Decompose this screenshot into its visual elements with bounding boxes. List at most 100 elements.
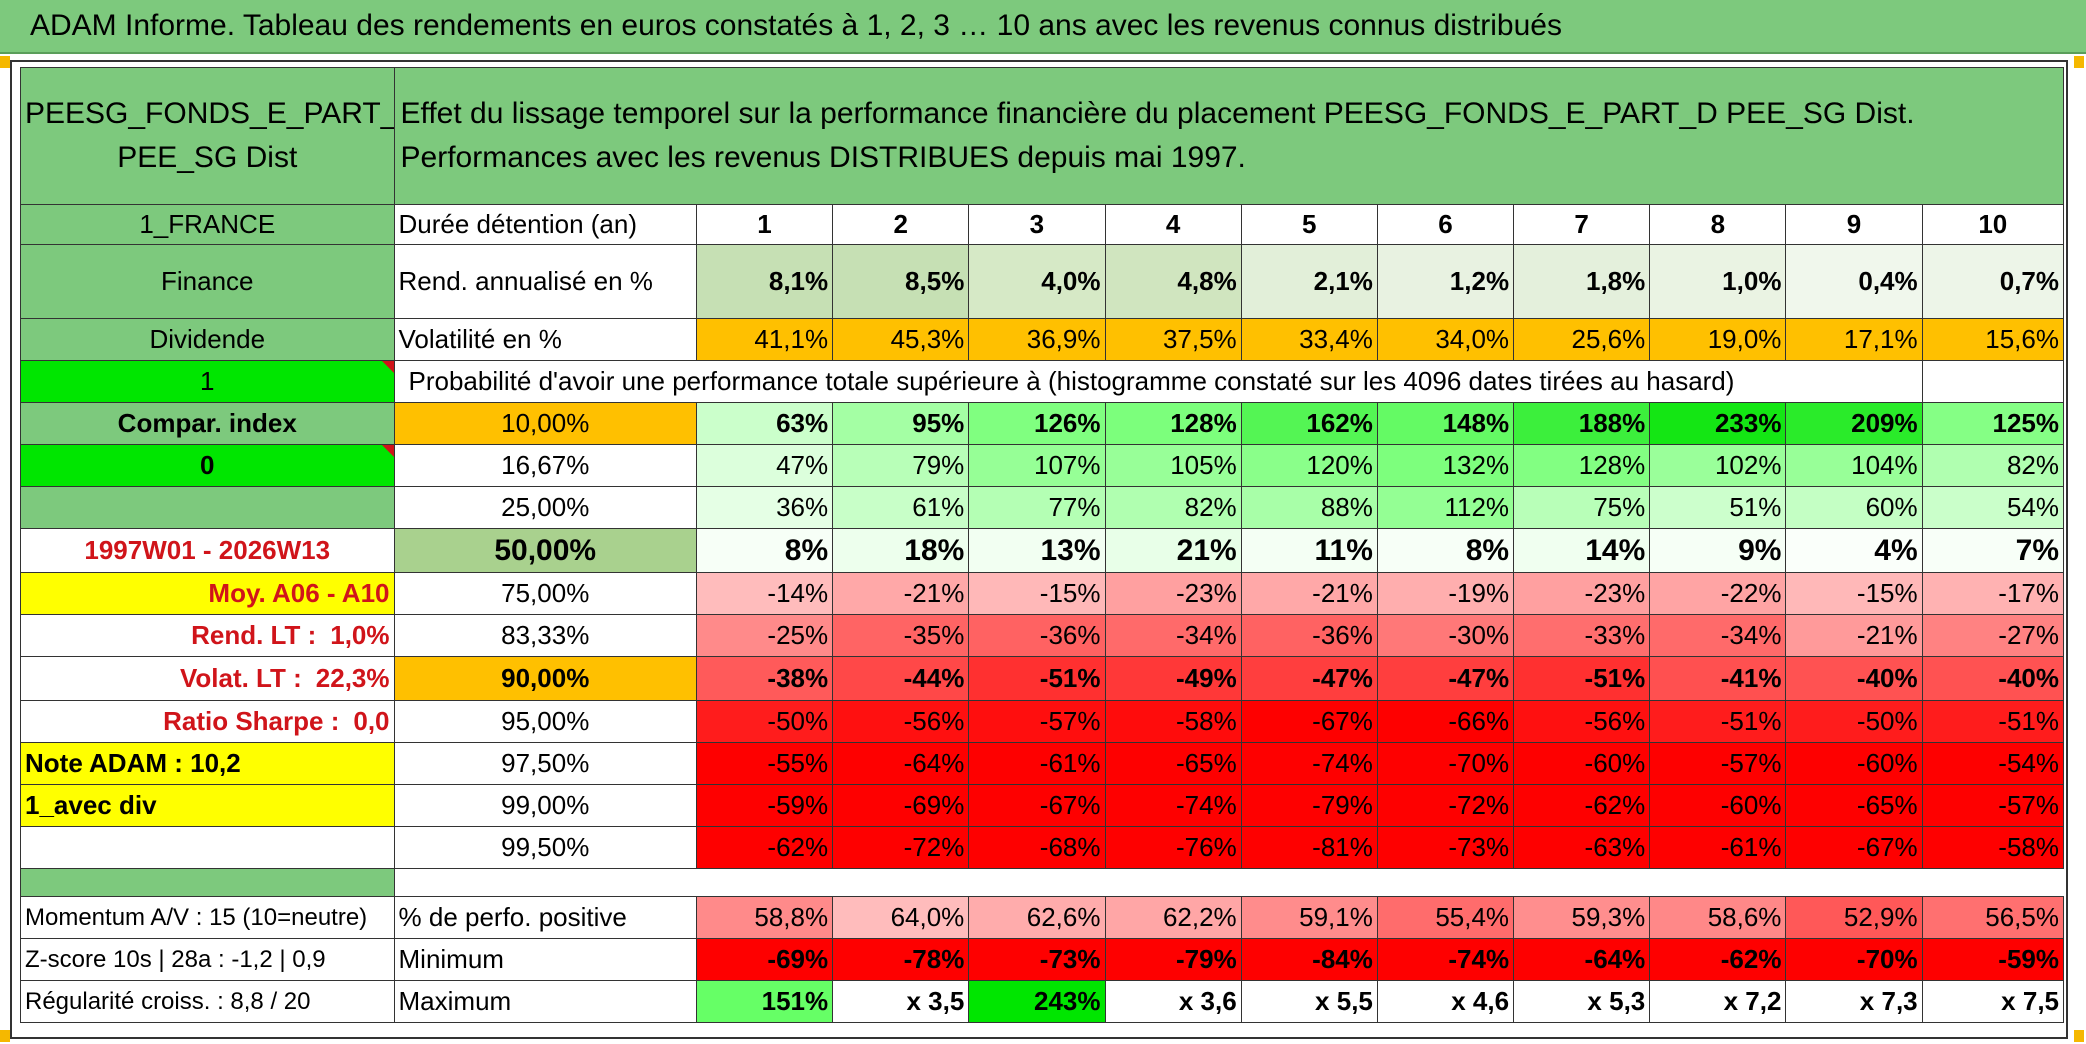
percentile-value: -67% [968,784,1106,827]
percentile-value: -57% [1921,784,2065,827]
income-type-cell: Dividende [20,318,395,361]
percentile-value: 125% [1921,402,2065,445]
moy-cell: Moy. A06 - A10 [20,572,395,615]
percentile-value: -41% [1649,656,1787,701]
minimum-value: -74% [1376,938,1515,981]
percentile-value: -44% [832,656,970,701]
percentile-value: -69% [832,784,970,827]
percentile-value: 8% [1376,528,1515,573]
maximum-value: x 7,2 [1649,980,1787,1023]
blank-cell [20,826,395,869]
year-header: 5 [1240,204,1378,245]
percentile-value: 61% [832,486,970,529]
volat-value: 45,3% [832,318,970,361]
percentile-value: -50% [695,700,834,743]
percentile-value: 18% [832,528,970,573]
percentile-value: -50% [1785,700,1923,743]
percentile-value: -73% [1376,826,1515,869]
percentile-value: 128% [1104,402,1242,445]
zscore-cell: Z-score 10s | 28a : -1,2 | 0,9 [20,938,395,981]
year-header: 6 [1376,204,1515,245]
minimum-value: -69% [695,938,834,981]
percentile-value: -67% [1785,826,1923,869]
percentile-value: 209% [1785,402,1923,445]
minimum-value: -70% [1785,938,1923,981]
percentile-value: -30% [1376,614,1515,657]
perfo-pos-value: 58,8% [695,896,834,939]
sector-cell: Finance [20,244,395,319]
year-header: 8 [1649,204,1787,245]
volat-value: 41,1% [695,318,834,361]
maximum-value: x 7,3 [1785,980,1923,1023]
percentile-value: 162% [1240,402,1378,445]
year-header: 4 [1104,204,1242,245]
percentile-value: -38% [695,656,834,701]
volat-value: 36,9% [968,318,1106,361]
volat-value: 17,1% [1785,318,1923,361]
fund-name-line1: PEESG_FONDS_E_PART_D [25,97,395,130]
perfo-pos-value: 58,6% [1649,896,1787,939]
rend-lt-cell-label: Rend. LT : [191,620,317,650]
rend-value: 1,8% [1513,244,1651,319]
rend-value: 4,0% [968,244,1106,319]
percentile-value: -51% [1921,700,2065,743]
percentile-value: 60% [1785,486,1923,529]
rend-value: 2,1% [1240,244,1378,319]
perfo-pos-value: 62,6% [968,896,1106,939]
percentile-value: -62% [695,826,834,869]
percentile-value: 128% [1513,444,1651,487]
percentile-threshold: 95,00% [393,700,697,743]
percentile-value: -36% [1240,614,1378,657]
sheet-frame [10,60,2068,1039]
year-header: 3 [968,204,1106,245]
percentile-value: -58% [1104,700,1242,743]
percentile-value: -51% [1649,700,1787,743]
percentile-value: 9% [1649,528,1787,573]
sharpe-cell-value: 0,0 [353,706,390,736]
percentile-value: 77% [968,486,1106,529]
flag-cell-1[interactable]: 1 [20,360,395,403]
percentile-value: -21% [1785,614,1923,657]
frame-corner-marker [2074,1030,2084,1042]
percentile-value: 233% [1649,402,1787,445]
percentile-value: 21% [1104,528,1242,573]
percentile-value: -23% [1104,572,1242,615]
percentile-value: 79% [832,444,970,487]
percentile-value: -62% [1513,784,1651,827]
percentile-value: 54% [1921,486,2065,529]
volat-lt-cell: Volat. LT : 22,3% [20,656,395,701]
percentile-value: -56% [832,700,970,743]
percentile-threshold: 83,33% [393,614,697,657]
percentile-value: -21% [832,572,970,615]
minimum-value: -73% [968,938,1106,981]
maximum-value: 151% [695,980,834,1023]
rend-value: 1,2% [1376,244,1515,319]
percentile-value: -59% [695,784,834,827]
percentile-value: 104% [1785,444,1923,487]
maximum-value: x 4,6 [1376,980,1515,1023]
volat-value: 33,4% [1240,318,1378,361]
volat-lt-cell-value: 22,3% [315,663,390,693]
percentile-value: -47% [1240,656,1378,701]
percentile-value: -35% [832,614,970,657]
maximum-value: x 7,5 [1921,980,2065,1023]
perfo-pos-value: 55,4% [1376,896,1515,939]
volat-value: 37,5% [1104,318,1242,361]
period-cell: 1997W01 - 2026W13 [20,528,395,573]
percentile-value: 75% [1513,486,1651,529]
percentile-value: -68% [968,826,1106,869]
percentile-value: -64% [832,742,970,785]
volat-label: Volatilité en % [393,318,697,361]
frame-corner-marker [0,56,10,68]
maximum-value: x 5,5 [1240,980,1378,1023]
maximum-value: x 3,6 [1104,980,1242,1023]
percentile-threshold: 16,67% [393,444,697,487]
percentile-value: 4% [1785,528,1923,573]
flag-cell-0[interactable]: 0 [20,444,395,487]
percentile-value: -66% [1376,700,1515,743]
rend-lt-cell-value: 1,0% [330,620,390,650]
percentile-value: -57% [968,700,1106,743]
percentile-value: -49% [1104,656,1242,701]
year-header: 7 [1513,204,1651,245]
percentile-threshold: 75,00% [393,572,697,615]
